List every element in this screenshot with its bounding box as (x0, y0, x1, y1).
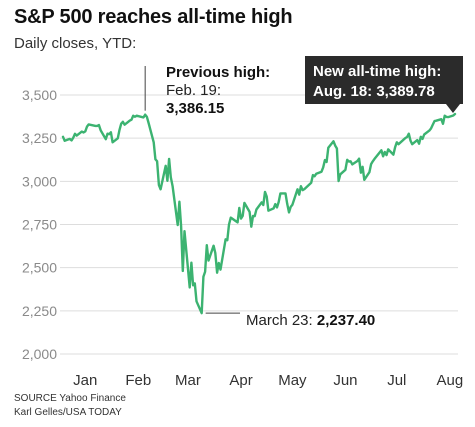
x-tick-label: May (278, 372, 307, 389)
new-high-callout: New all-time high: Aug. 18: 3,389.78 (305, 56, 463, 104)
x-tick-label: Jun (333, 372, 357, 389)
y-tick-label: 2,500 (22, 260, 57, 276)
x-tick-label: Jul (387, 372, 406, 389)
new-high-line1: New all-time high: (313, 63, 442, 80)
low-annotation: March 23: 2,237.40 (246, 312, 375, 329)
sp500-line (61, 112, 457, 315)
y-tick-label: 3,000 (22, 173, 57, 189)
source-credit: SOURCE Yahoo Finance Karl Gelles/USA TOD… (14, 392, 126, 420)
new-high-line2: Aug. 18: 3,389.78 (313, 83, 435, 100)
annotation-markers (144, 66, 240, 314)
y-tick-label: 2,000 (22, 346, 57, 362)
credit-line: Karl Gelles/USA TODAY (14, 407, 122, 418)
y-tick-label: 2,250 (22, 303, 57, 319)
chart-title: S&P 500 reaches all-time high (14, 6, 293, 28)
low-date: March 23: (246, 312, 317, 329)
x-tick-label: Mar (175, 372, 201, 389)
previous-high-title: Previous high: (166, 64, 270, 81)
x-axis-ticks: Jan Feb Mar Apr May Jun Jul Aug (73, 372, 463, 389)
x-tick-label: Jan (73, 372, 97, 389)
x-tick-label: Feb (125, 372, 151, 389)
x-tick-label: Apr (229, 372, 252, 389)
y-tick-label: 2,750 (22, 217, 57, 233)
y-tick-label: 3,250 (22, 130, 57, 146)
source-line: SOURCE Yahoo Finance (14, 393, 126, 404)
low-value: 2,237.40 (317, 312, 375, 329)
y-axis-ticks: 2,000 2,250 2,500 2,750 3,000 3,250 3,500 (22, 87, 57, 362)
y-tick-label: 3,500 (22, 87, 57, 103)
x-tick-label: Aug (437, 372, 464, 389)
callout-pointer (446, 104, 460, 113)
previous-high-value: 3,386.15 (166, 100, 224, 117)
previous-high-date: Feb. 19: (166, 82, 221, 99)
chart-subtitle: Daily closes, YTD: (14, 35, 137, 52)
